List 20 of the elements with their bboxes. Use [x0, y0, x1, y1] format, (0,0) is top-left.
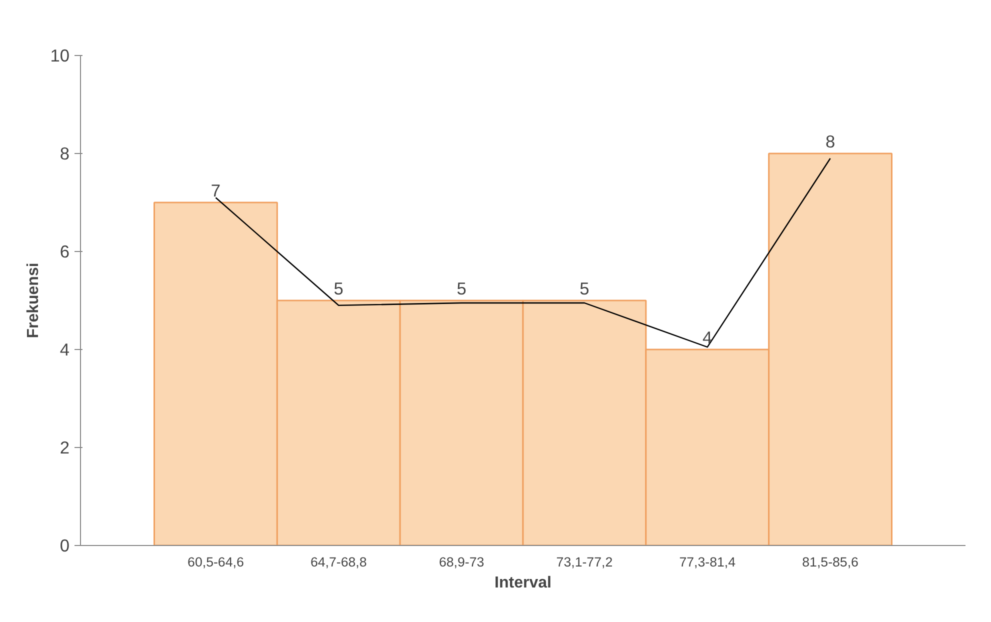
y-tick-label: 8: [60, 144, 70, 164]
x-tick-label: 81,5-85,6: [802, 554, 858, 570]
y-tick-label: 2: [60, 438, 70, 458]
data-label: 8: [825, 132, 836, 152]
data-label: 4: [702, 328, 713, 348]
data-label: 7: [210, 180, 221, 200]
x-tick-label: 60,5-64,6: [188, 554, 244, 570]
y-tick-label: 4: [60, 340, 70, 360]
x-tick-label: 73,1-77,2: [556, 554, 613, 570]
x-axis-title: Interval: [494, 574, 552, 592]
x-tick-label: 68,9-73: [438, 554, 484, 570]
y-tick-label: 10: [50, 46, 70, 66]
data-label: 5: [456, 278, 466, 298]
y-tick-label: 6: [60, 242, 70, 262]
x-tick-label: 77,3-81,4: [679, 554, 736, 570]
data-label: 5: [334, 278, 344, 298]
x-tick-label: 64,7-68,8: [310, 554, 367, 570]
y-axis-title: Frekuensi: [25, 262, 42, 338]
data-label: 5: [580, 278, 590, 298]
y-tick-label: 0: [60, 536, 70, 556]
